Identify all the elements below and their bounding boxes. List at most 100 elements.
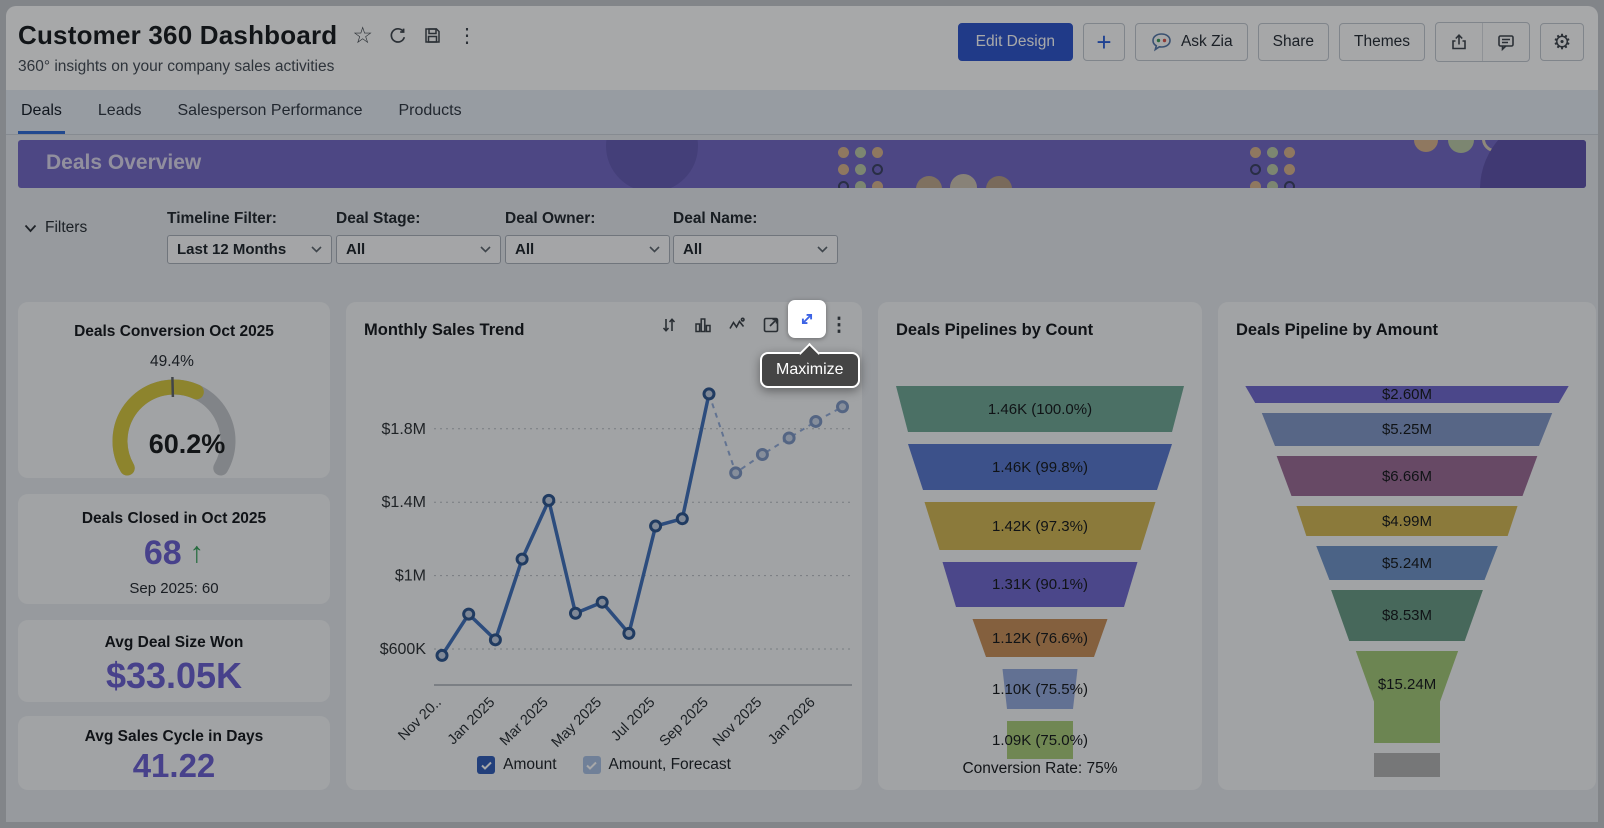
checkbox-checked-icon[interactable] xyxy=(582,756,601,774)
funnel-segment[interactable] xyxy=(1331,590,1483,641)
decoration-dot xyxy=(838,147,849,158)
filters-toggle-label: Filters xyxy=(45,219,88,236)
funnel-segment[interactable] xyxy=(1276,456,1538,496)
card-avg-deal-size[interactable]: Avg Deal Size Won $33.05K xyxy=(18,620,330,702)
filter-select-deal-owner[interactable]: All xyxy=(505,235,670,264)
decoration-dot xyxy=(872,147,883,158)
themes-button[interactable]: Themes xyxy=(1339,23,1425,61)
card-deals-closed[interactable]: Deals Closed in Oct 2025 68 ↑ Sep 2025: … xyxy=(18,494,330,604)
funnel-chart: 1.46K (100.0%) 1.46K (99.8%) 1.42K (97.3%)… xyxy=(890,386,1190,766)
funnel-segment-label: 1.10K (75.5%) xyxy=(992,680,1088,698)
page-subtitle: 360° insights on your company sales acti… xyxy=(18,58,335,75)
filter-value: Last 12 Months xyxy=(177,241,287,258)
ask-zia-button[interactable]: Ask Zia xyxy=(1134,23,1248,61)
chevron-down-icon xyxy=(649,246,660,253)
decoration-dot xyxy=(838,164,849,175)
legend-item-amount-forecast[interactable]: Amount, Forecast xyxy=(582,756,731,774)
decoration-dot xyxy=(1284,147,1295,158)
funnel-segment[interactable] xyxy=(1245,386,1569,403)
card-deals-pipelines-by-count[interactable]: Deals Pipelines by Count 1.46K (100.0%) 1… xyxy=(878,302,1202,790)
tab-products[interactable]: Products xyxy=(398,101,462,119)
kpi-value: 41.22 xyxy=(132,747,216,784)
edit-design-button[interactable]: Edit Design xyxy=(957,23,1073,61)
svg-text:60.2%: 60.2% xyxy=(149,429,226,459)
decoration-dot xyxy=(855,164,866,175)
funnel-segment[interactable] xyxy=(908,444,1172,490)
funnel-segment[interactable] xyxy=(896,386,1184,432)
funnel-segment[interactable] xyxy=(1374,753,1440,777)
legend-label: Amount xyxy=(503,756,557,773)
filter-deal-stage: Deal Stage: All xyxy=(336,210,501,264)
tab-deals[interactable]: Deals xyxy=(18,90,65,134)
filter-timeline-filter: Timeline Filter: Last 12 Months xyxy=(167,210,332,264)
svg-text:$1M: $1M xyxy=(395,568,426,585)
funnel-segment-label: $2.60M xyxy=(1381,386,1433,403)
tab-leads[interactable]: Leads xyxy=(97,101,142,119)
card-title: Deals Conversion Oct 2025 xyxy=(74,323,274,340)
save-icon[interactable] xyxy=(423,26,442,45)
filter-label: Deal Name: xyxy=(673,210,758,227)
funnel-segment[interactable] xyxy=(1316,546,1498,580)
decoration-dot xyxy=(872,164,883,175)
funnel-segment[interactable] xyxy=(924,502,1156,550)
chart-type-icon[interactable] xyxy=(688,310,718,340)
funnel-segment[interactable] xyxy=(1002,669,1078,709)
zia-insights-icon[interactable] xyxy=(722,310,752,340)
decoration-dot xyxy=(1267,181,1278,188)
refresh-icon[interactable] xyxy=(388,26,408,46)
card-title: Deals Pipelines by Count xyxy=(896,321,1094,339)
card-deals-conversion[interactable]: Deals Conversion Oct 2025 49.4% 60.2% xyxy=(18,302,330,478)
trend-up-arrow-icon: ↑ xyxy=(189,537,205,569)
checkbox-checked-icon[interactable] xyxy=(477,756,496,774)
banner-decoration-bump xyxy=(950,174,977,188)
filter-value: All xyxy=(346,241,366,258)
decoration-dot xyxy=(1267,147,1278,158)
chevron-down-icon xyxy=(480,246,491,253)
banner-decoration-bump xyxy=(986,176,1012,188)
tab-salesperson-performance[interactable]: Salesperson Performance xyxy=(177,101,363,119)
card-avg-sales-cycle[interactable]: Avg Sales Cycle in Days 41.22 xyxy=(18,716,330,790)
funnel-segment[interactable] xyxy=(1261,413,1553,446)
share-button[interactable]: Share xyxy=(1257,23,1329,61)
funnel-segment[interactable] xyxy=(942,562,1138,607)
card-deals-pipeline-by-amount[interactable]: Deals Pipeline by Amount $2.60M $5.25M $6.… xyxy=(1218,302,1596,790)
card-title: Deals Pipeline by Amount xyxy=(1236,321,1439,339)
filters-toggle[interactable]: Filters xyxy=(24,219,87,237)
funnel-segment[interactable] xyxy=(1007,721,1073,759)
maximize-icon xyxy=(801,313,813,325)
banner-decoration-bump xyxy=(916,176,942,188)
funnel-segment-label: 1.12K (76.6%) xyxy=(992,629,1088,647)
funnel-segment-label: 1.31K (90.1%) xyxy=(992,576,1088,593)
banner-decoration-dots xyxy=(838,147,883,188)
open-in-new-icon[interactable] xyxy=(756,310,786,340)
filter-value: All xyxy=(515,241,535,258)
funnel-segment[interactable] xyxy=(972,619,1108,657)
favorite-star-icon[interactable]: ☆ xyxy=(352,22,374,48)
filter-select-deal-name[interactable]: All xyxy=(673,235,838,264)
legend-label: Amount, Forecast xyxy=(608,756,731,773)
more-options-icon[interactable]: ⋮ xyxy=(829,314,849,336)
sort-icon[interactable] xyxy=(654,310,684,340)
legend-item-amount[interactable]: Amount xyxy=(477,756,557,774)
maximize-button-spotlight[interactable] xyxy=(788,300,826,338)
add-button[interactable]: + xyxy=(1082,23,1125,61)
chevron-down-icon xyxy=(24,224,37,232)
svg-text:49.4%: 49.4% xyxy=(150,353,194,370)
funnel-segment-label: $6.66M xyxy=(1381,467,1433,485)
export-button[interactable] xyxy=(1436,23,1482,61)
header: Customer 360 Dashboard ☆ ⋮ 360° insights… xyxy=(6,6,1598,90)
funnel-segment[interactable] xyxy=(1296,506,1518,536)
tab-bar: Deals Leads Salesperson Performance Product… xyxy=(6,90,1598,135)
funnel-segment-label: $15.24M xyxy=(1377,675,1437,693)
more-options-icon[interactable]: ⋮ xyxy=(457,24,478,47)
filter-label: Timeline Filter: xyxy=(167,210,277,227)
comments-button[interactable] xyxy=(1482,23,1529,61)
banner-decoration-circle xyxy=(1414,140,1438,152)
settings-button[interactable]: ⚙ xyxy=(1540,23,1584,61)
filter-select-timeline-filter[interactable]: Last 12 Months xyxy=(167,235,332,264)
funnel-segment-label: $4.99M xyxy=(1381,512,1433,530)
gauge-chart: 49.4% 60.2% xyxy=(112,353,236,476)
filter-select-deal-stage[interactable]: All xyxy=(336,235,501,264)
decoration-dot xyxy=(855,181,866,188)
decoration-dot xyxy=(1267,164,1278,175)
